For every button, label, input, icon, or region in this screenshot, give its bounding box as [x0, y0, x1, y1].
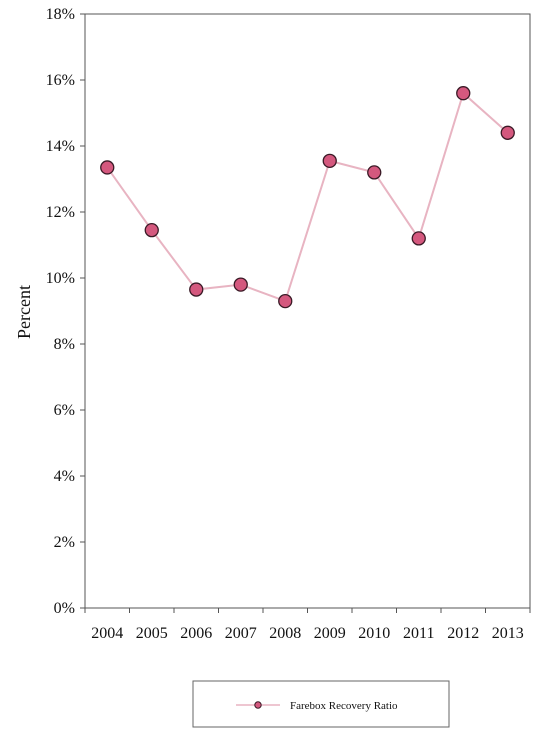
- x-tick-label: 2006: [180, 625, 212, 642]
- legend-box: [192, 680, 450, 728]
- x-tick-label: 2013: [492, 625, 524, 642]
- series-line: [106, 91, 509, 303]
- y-tick-label: 16%: [46, 72, 75, 89]
- x-tick-label: 2004: [91, 625, 123, 642]
- data-point: [500, 125, 515, 140]
- x-axis: 2004 2005 2006 2007 2008 2009 2010 2011 2012 2013: [84, 608, 531, 642]
- x-tick-label: 2005: [136, 625, 168, 642]
- y-tick-label: 14%: [46, 138, 75, 155]
- data-point: [278, 293, 293, 309]
- y-tick-label: 12%: [46, 204, 75, 221]
- data-point: [322, 153, 337, 169]
- x-tick-label: 2012: [447, 625, 479, 642]
- legend-entry-farebox-recovery-ratio: Farebox Recovery Ratio: [290, 700, 398, 712]
- y-tick-label: 10%: [46, 270, 75, 287]
- data-point: [100, 160, 115, 175]
- data-point: [367, 165, 382, 180]
- x-tick-label: 2007: [225, 625, 257, 642]
- series-farebox-recovery-ratio: [100, 86, 515, 309]
- plot-border: [84, 13, 531, 609]
- y-tick-label: 4%: [54, 468, 75, 485]
- y-tick-label: 18%: [46, 6, 75, 23]
- x-tick-label: 2008: [269, 625, 301, 642]
- data-point: [411, 231, 426, 246]
- x-tick-label: 2011: [403, 625, 434, 642]
- x-tick-label: 2009: [314, 625, 346, 642]
- legend-marker-swatch: [254, 701, 262, 709]
- y-tick-label: 6%: [54, 402, 75, 419]
- data-point: [189, 282, 204, 297]
- data-point: [144, 222, 159, 238]
- y-tick-label: 2%: [54, 534, 75, 551]
- y-axis-title: Percent: [14, 285, 34, 339]
- y-tick-label: 8%: [54, 336, 75, 353]
- legend: Farebox Recovery Ratio: [192, 680, 450, 728]
- data-point: [456, 86, 471, 101]
- data-point: [233, 277, 248, 292]
- y-axis: 0% 2% 4% 6% 8% 10% 12% 14% 16% 18%: [46, 6, 85, 617]
- y-tick-label: 0%: [54, 600, 75, 617]
- plot-area: [84, 13, 531, 609]
- x-tick-label: 2010: [358, 625, 390, 642]
